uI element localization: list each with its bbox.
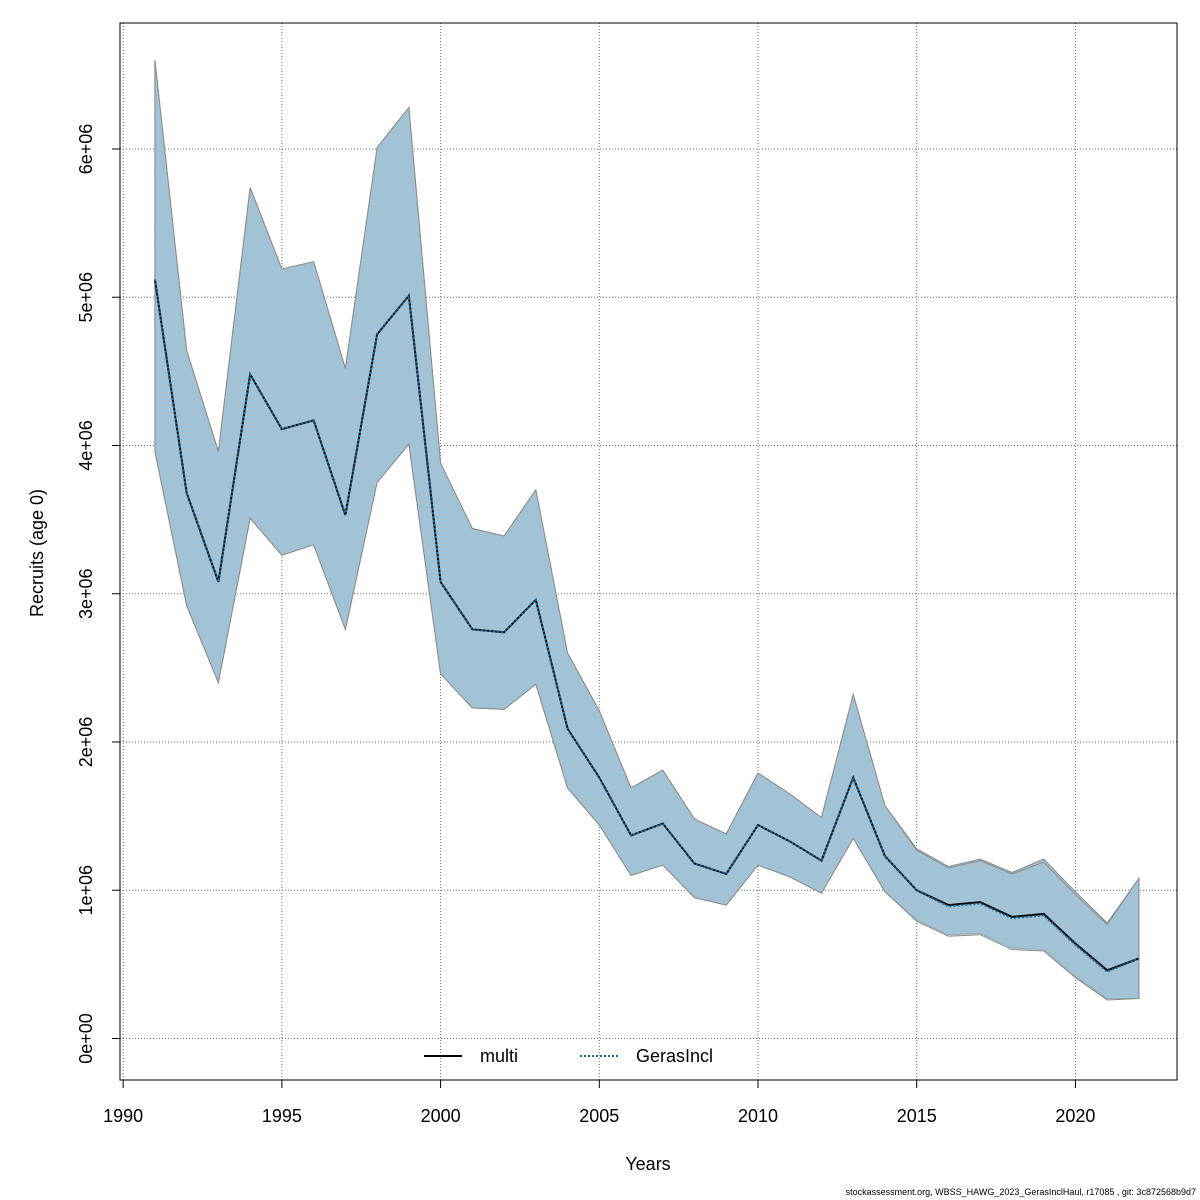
y-tick-label: 4e+06 <box>76 420 96 471</box>
y-tick-label: 0e+00 <box>76 1013 96 1064</box>
y-tick-label: 3e+06 <box>76 568 96 619</box>
x-tick-label: 2010 <box>738 1106 778 1126</box>
legend-label-GerasIncl: GerasIncl <box>636 1046 713 1066</box>
x-tick-label: 2020 <box>1055 1106 1095 1126</box>
series-lines <box>153 279 1140 973</box>
y-axis: 0e+00 1e+06 2e+06 3e+06 4e+06 5e+06 6e+06 <box>76 124 121 1064</box>
legend: multi GerasIncl <box>424 1046 713 1066</box>
confidence-bands <box>154 60 1140 1001</box>
x-tick-label: 2005 <box>579 1106 619 1126</box>
legend-label-multi: multi <box>480 1046 518 1066</box>
series-line-GerasIncl <box>153 279 1140 973</box>
y-tick-label: 6e+06 <box>76 124 96 175</box>
y-tick-label: 2e+06 <box>76 717 96 768</box>
x-tick-label: 1990 <box>103 1106 143 1126</box>
x-tick-label: 2015 <box>897 1106 937 1126</box>
x-tick-label: 2000 <box>421 1106 461 1126</box>
x-tick-label: 1995 <box>262 1106 302 1126</box>
y-axis-title: Recruits (age 0) <box>27 489 47 617</box>
x-axis: 1990 1995 2000 2005 2010 2015 2020 <box>103 1079 1095 1126</box>
x-axis-title: Years <box>625 1154 670 1174</box>
y-tick-label: 1e+06 <box>76 865 96 916</box>
footer-credit: stockassessment.org, WBSS_HAWG_2023_Gera… <box>845 1187 1196 1197</box>
y-tick-label: 5e+06 <box>76 272 96 323</box>
confidence-band-GerasIncl <box>154 60 1140 1001</box>
